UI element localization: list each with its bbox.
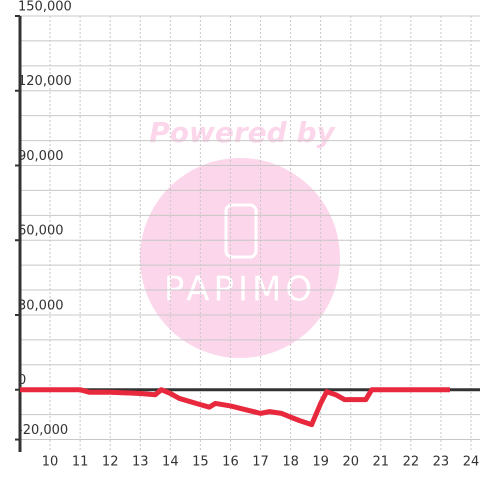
y-tick-label: -20,000: [18, 423, 68, 438]
watermark-icon: [224, 203, 258, 259]
x-tick-label: 11: [72, 455, 89, 470]
y-tick-label: 60,000: [18, 224, 64, 239]
x-tick-label: 23: [433, 455, 450, 470]
x-tick-label: 22: [403, 455, 420, 470]
x-tick-label: 18: [282, 455, 299, 470]
y-tick-label: 30,000: [18, 298, 64, 313]
x-tick-label: 19: [312, 455, 329, 470]
x-tick-label: 17: [252, 455, 269, 470]
y-tick-label: 0: [18, 373, 26, 388]
x-tick-label: 15: [192, 455, 209, 470]
x-tick-label: 20: [342, 455, 359, 470]
x-tick-label: 14: [162, 455, 179, 470]
x-tick-label: 13: [132, 455, 149, 470]
watermark-text: Powered by: [149, 116, 336, 149]
y-tick-label: 90,000: [18, 149, 64, 164]
x-tick-label: 24: [463, 455, 480, 470]
x-tick-label: 12: [102, 455, 119, 470]
line: [20, 387, 450, 428]
x-tick-label: 16: [222, 455, 239, 470]
x-tick-label: 21: [373, 455, 390, 470]
watermark-text: PAPIMO: [164, 270, 316, 310]
y-tick-label: 150,000: [18, 0, 72, 15]
y-tick-label: 120,000: [18, 74, 72, 89]
x-tick-label: 10: [42, 455, 59, 470]
